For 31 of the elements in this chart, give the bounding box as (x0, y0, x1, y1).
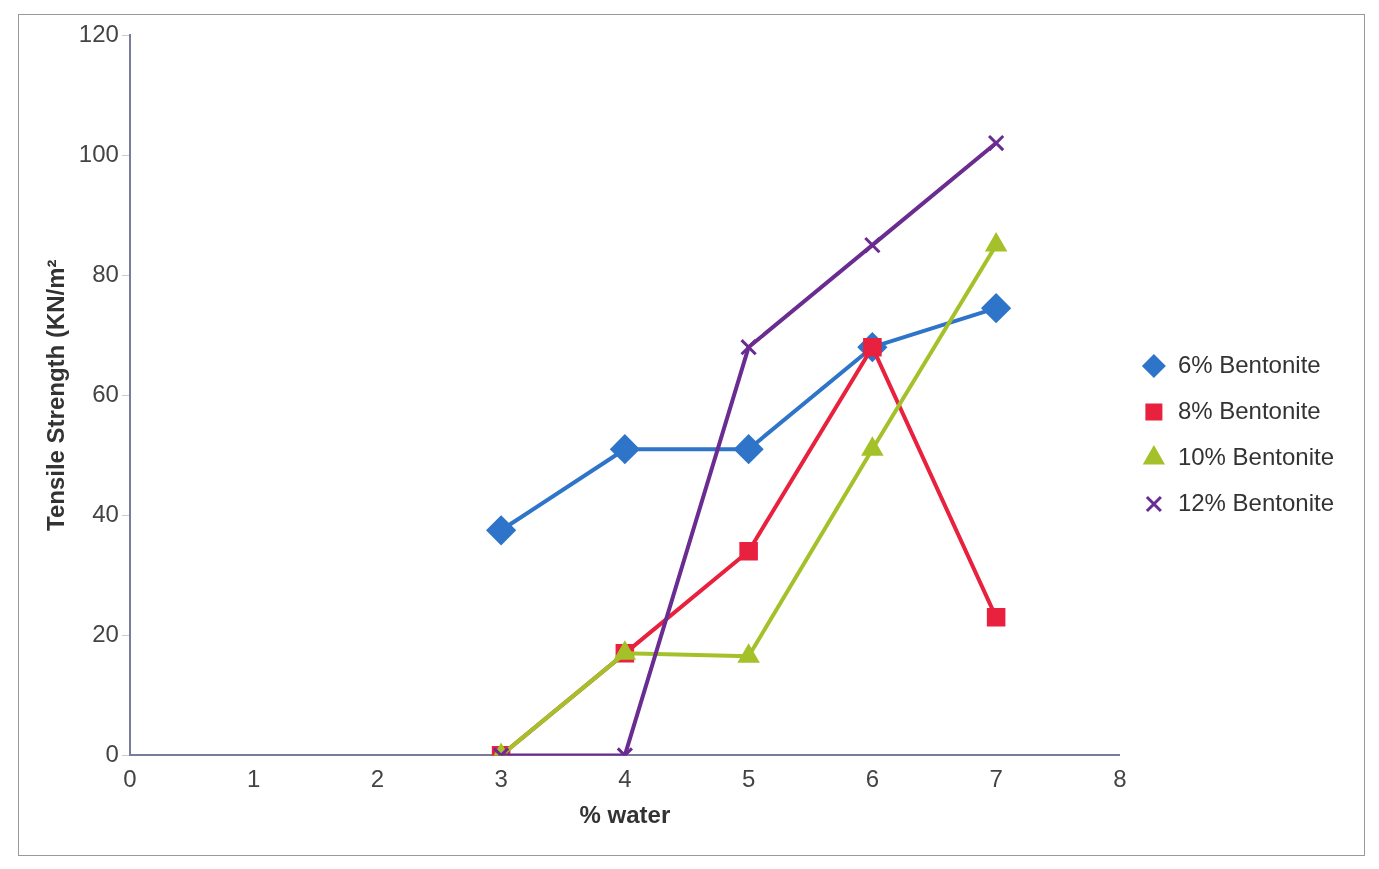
x-tick-label: 1 (246, 765, 261, 793)
x-tick-label: 8 (1113, 765, 1127, 793)
point (740, 338, 758, 356)
point (863, 236, 881, 254)
legend-label: 12% Bentonite (1177, 488, 1335, 516)
x-tick-label: 7 (989, 765, 1003, 793)
point (738, 644, 759, 663)
point (486, 515, 516, 545)
y-tick-label: 40 (92, 499, 119, 527)
x-tick-label: 0 (123, 765, 137, 793)
y-tick-label: 120 (78, 19, 119, 47)
x-tick-label: 5 (741, 765, 756, 793)
legend-label: 8% Bentonite (1177, 396, 1321, 424)
y-axis-title: Tensile Strength (KN/m² (42, 259, 70, 531)
y-tick-label: 60 (92, 379, 119, 407)
point (981, 293, 1011, 323)
point (734, 434, 764, 464)
y-tick-label: 100 (78, 139, 119, 167)
point (987, 134, 1005, 152)
x-tick-label: 2 (370, 765, 385, 793)
x-tick-label: 6 (865, 765, 880, 793)
x-tick-label: 4 (618, 765, 632, 793)
x-axis-title: % water (579, 801, 671, 829)
legend-label: 6% Bentonite (1177, 350, 1321, 378)
x-tick-label: 3 (494, 765, 508, 793)
y-tick-label: 80 (92, 259, 119, 287)
y-tick-label: 20 (92, 619, 119, 647)
point (862, 437, 883, 456)
y-tick-label: 0 (105, 740, 119, 768)
point (610, 434, 640, 464)
legend-label: 10% Bentonite (1177, 442, 1335, 470)
